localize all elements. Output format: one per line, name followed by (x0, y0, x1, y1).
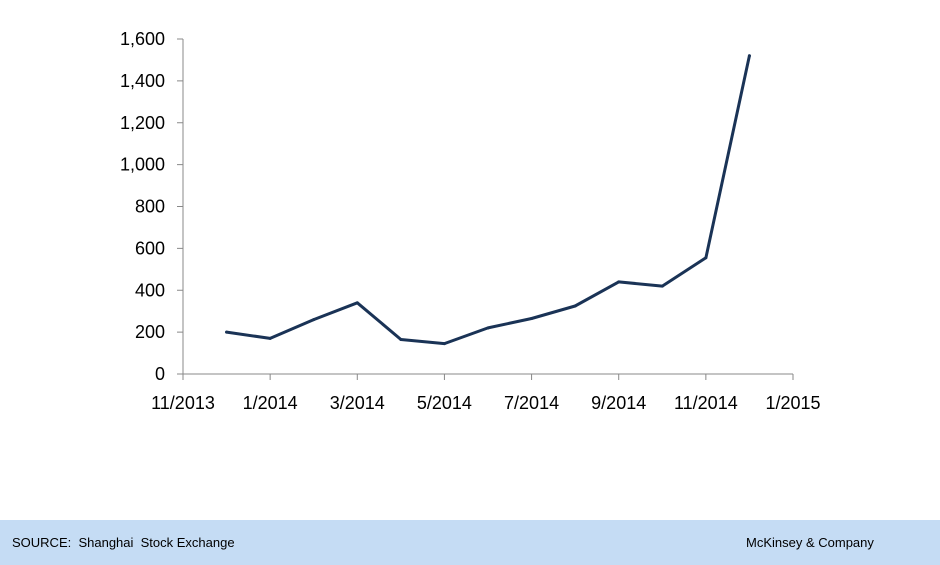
data-point (312, 318, 316, 322)
footer-bar: SOURCE: Shanghai Stock Exchange McKinsey… (0, 520, 940, 565)
chart-axes (182, 39, 793, 375)
y-tick-label: 600 (135, 238, 165, 258)
data-point (355, 301, 359, 305)
x-tick-label: 11/2014 (674, 393, 738, 413)
x-tick-label: 11/2013 (151, 393, 215, 413)
x-tick-label: 1/2014 (243, 393, 298, 413)
chart-series (225, 54, 751, 346)
data-point (747, 54, 751, 58)
data-point (704, 256, 708, 260)
y-tick-label: 1,400 (120, 71, 165, 91)
y-tick-label: 1,600 (120, 29, 165, 49)
data-point (442, 342, 446, 346)
y-tick-label: 1,200 (120, 113, 165, 133)
x-tick-label: 9/2014 (591, 393, 646, 413)
source-note: SOURCE: Shanghai Stock Exchange (12, 535, 235, 550)
y-tick-label: 800 (135, 197, 165, 217)
y-tick-label: 200 (135, 322, 165, 342)
series-line (225, 54, 751, 346)
data-point (268, 336, 272, 340)
y-axis-ticks: 0 200 400 600 800 1,000 1,200 1,400 1,600 (120, 29, 183, 384)
x-tick-label: 7/2014 (504, 393, 559, 413)
data-point (660, 284, 664, 288)
data-point (573, 304, 577, 308)
brand-label: McKinsey & Company (746, 535, 874, 550)
data-point (486, 326, 490, 330)
y-tick-label: 1,000 (120, 155, 165, 175)
x-axis-ticks: 11/2013 1/2014 3/2014 5/2014 7/2014 9/2014 11/… (151, 374, 821, 413)
y-tick-label: 0 (155, 364, 165, 384)
y-tick-label: 400 (135, 280, 165, 300)
x-tick-label: 3/2014 (330, 393, 385, 413)
data-point (399, 337, 403, 341)
x-tick-label: 1/2015 (765, 393, 820, 413)
x-tick-label: 5/2014 (417, 393, 472, 413)
line-chart: 0 200 400 600 800 1,000 1,200 1,400 1,600 11/201… (120, 29, 821, 413)
data-point (530, 317, 534, 321)
data-point (617, 280, 621, 284)
data-point (225, 330, 229, 334)
